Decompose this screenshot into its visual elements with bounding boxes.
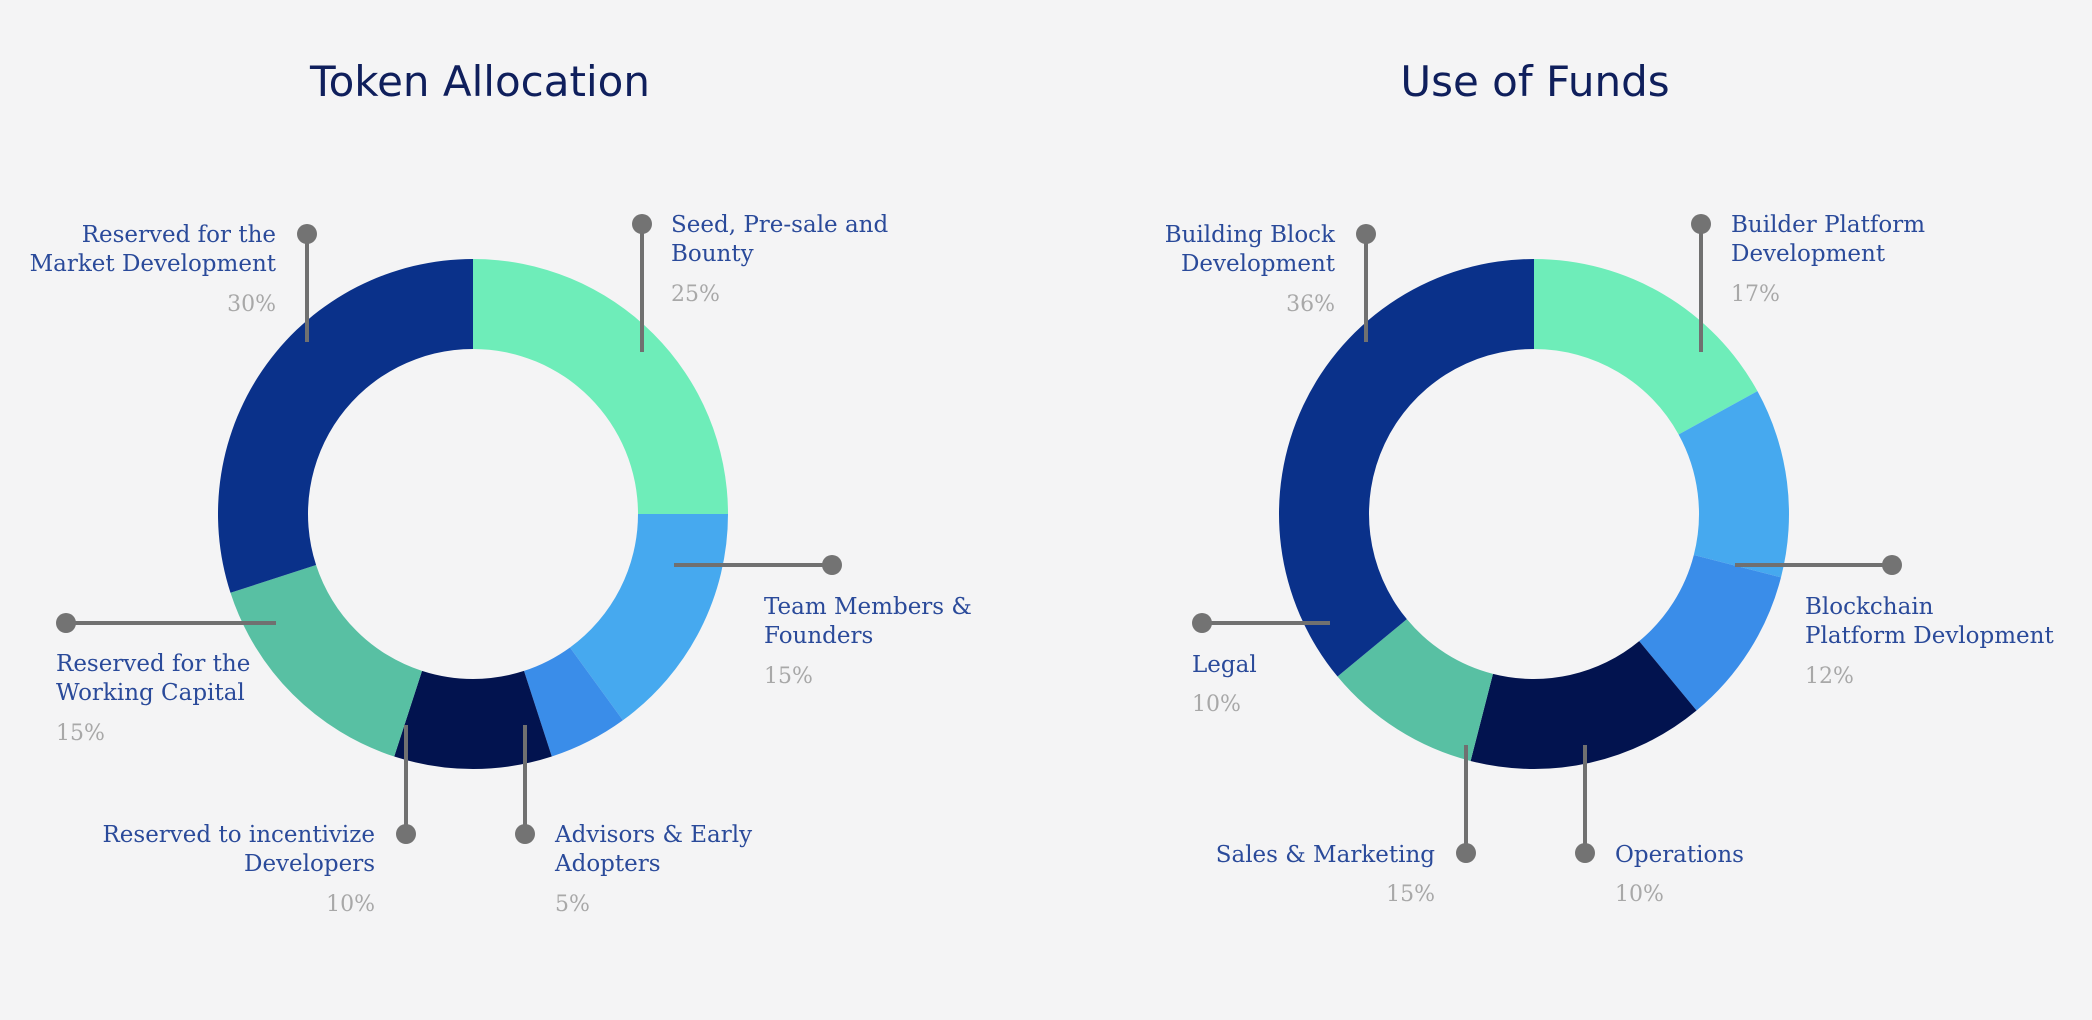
slice-value-label: 5%: [555, 892, 590, 917]
slice-value-label: 10%: [326, 892, 375, 917]
leader-dot: [1456, 843, 1476, 863]
leader-dot: [56, 613, 76, 633]
leader-dot: [1356, 224, 1376, 244]
donut-slice-sales-marketing: [1470, 641, 1697, 769]
slice-value-label: 15%: [56, 721, 105, 746]
slice-label: Builder Platform Development: [1731, 212, 1925, 267]
slice-label: Reserved for the Market Development: [30, 222, 277, 277]
leader-dot: [1575, 843, 1595, 863]
donut-slice-seed-pre-sale-and-bounty: [473, 259, 728, 514]
leader-dot: [632, 214, 652, 234]
slice-value-label: 12%: [1805, 664, 1854, 689]
slice-label: Reserved to incentivize Developers: [102, 822, 375, 877]
donut-slice-reserved-to-incentivize-developers: [394, 670, 552, 770]
slice-label: Building Block Development: [1165, 222, 1336, 277]
slice-value-label: 10%: [1615, 882, 1664, 907]
slice-value-label: 36%: [1286, 292, 1335, 317]
donut-slice-blockchain-platform-devlopment: [1678, 391, 1790, 578]
slice-value-label: 15%: [1386, 882, 1435, 907]
leader-dot: [515, 824, 535, 844]
slice-label: Operations: [1615, 842, 1744, 868]
slice-label: Team Members & Founders: [764, 594, 972, 649]
leader-dot: [1691, 214, 1711, 234]
slice-value-label: 25%: [671, 282, 720, 307]
slice-label: Seed, Pre-sale and Bounty: [671, 212, 888, 267]
token-allocation-chart: Token Allocation Seed, Pre-sale and Bounty…: [30, 57, 972, 917]
slice-value-label: 15%: [764, 664, 813, 689]
slice-label: Blockchain Platform Devlopment: [1805, 594, 2054, 649]
slice-value-label: 10%: [1192, 692, 1241, 717]
slice-value-label: 17%: [1731, 282, 1780, 307]
leader-dot: [822, 555, 842, 575]
leader-dot: [1882, 555, 1902, 575]
donut-slice-reserved-for-the-market-development: [217, 259, 473, 593]
chart-title: Token Allocation: [309, 57, 650, 106]
donut-slice-operations: [1639, 555, 1781, 711]
donut-slice-advisors-early-adopters: [523, 647, 623, 757]
use-of-funds-chart: Use of Funds Builder Platform Development 1…: [1165, 57, 2055, 907]
leader-dot: [1192, 613, 1212, 633]
chart-title: Use of Funds: [1400, 57, 1669, 106]
leader-dot: [396, 824, 416, 844]
slice-label: Legal: [1192, 652, 1257, 678]
slice-label: Advisors & Early Adopters: [554, 822, 752, 877]
slice-label: Sales & Marketing: [1216, 842, 1436, 868]
donut-slice-building-block-development: [1279, 259, 1534, 677]
slice-value-label: 30%: [227, 292, 276, 317]
donut-slice-legal: [1337, 619, 1493, 761]
slice-label: Reserved for the Working Capital: [56, 651, 250, 706]
donut-slice-reserved-for-the-working-capital: [230, 564, 423, 757]
leader-dot: [297, 224, 317, 244]
donut-slice-builder-platform-development: [1534, 259, 1758, 435]
